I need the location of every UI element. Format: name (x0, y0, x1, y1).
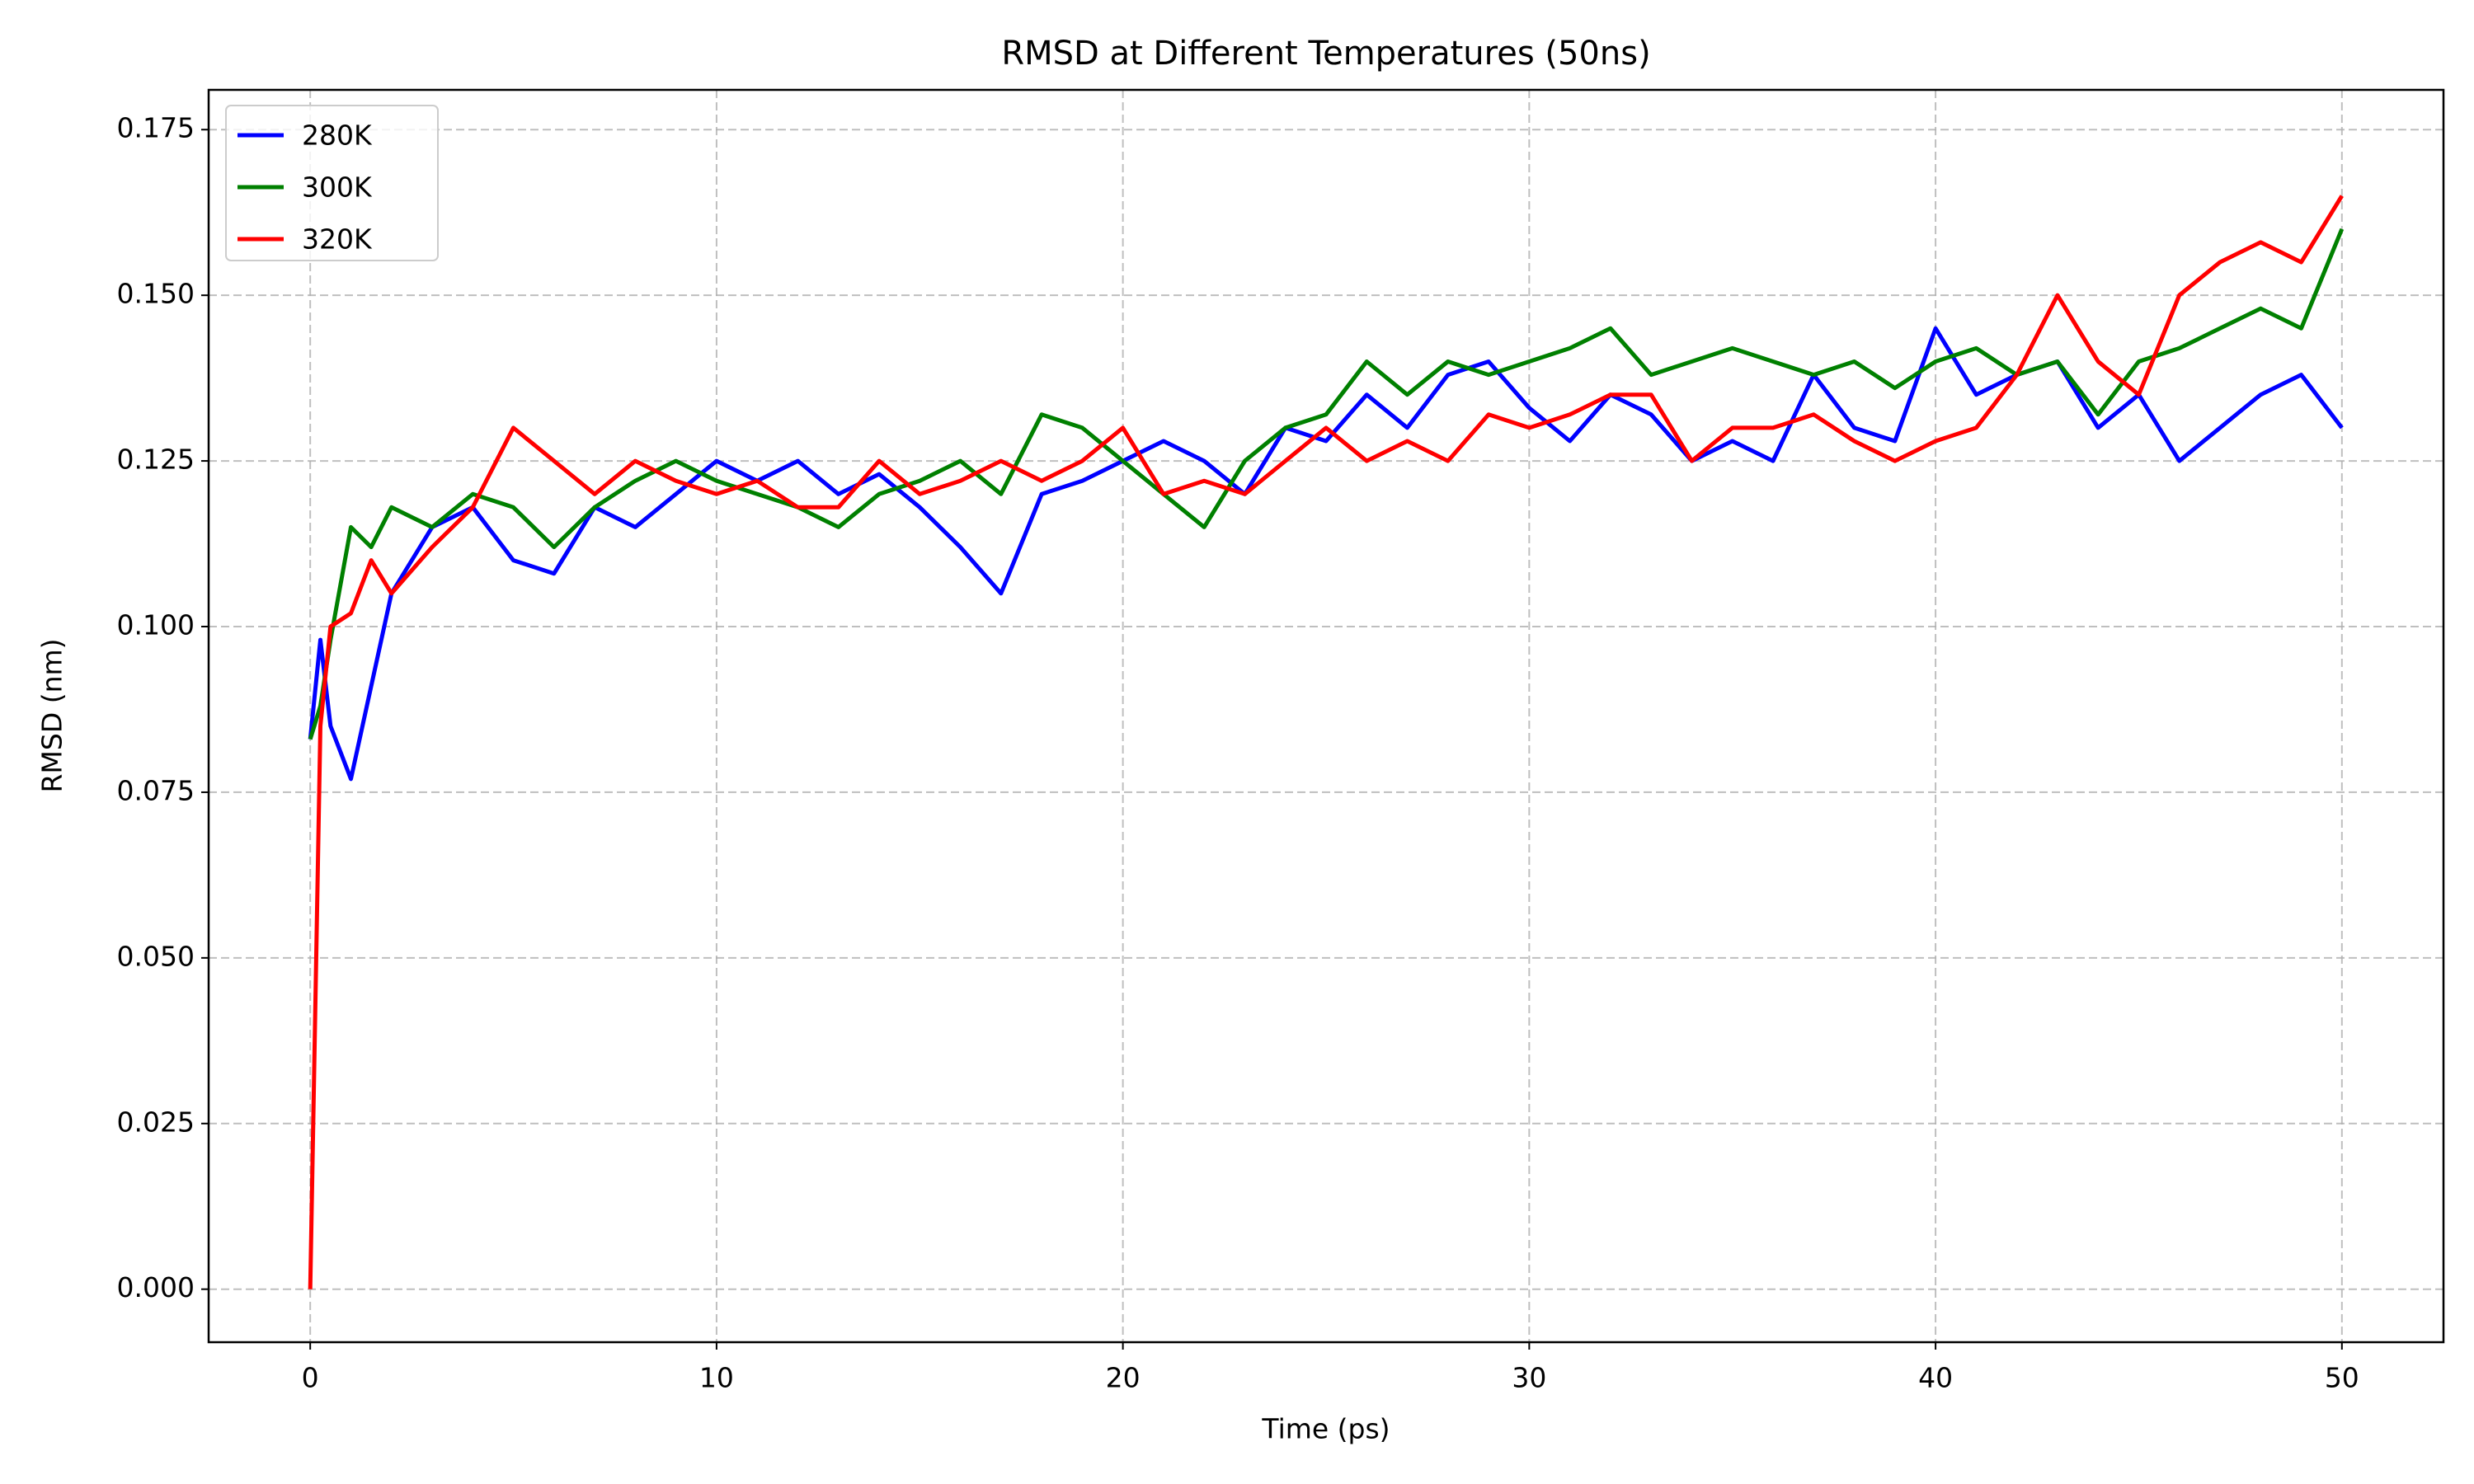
plot-frame (207, 88, 2445, 1344)
y-tick-label: 0.100 (117, 609, 195, 641)
x-tick-label: 50 (2325, 1362, 2359, 1394)
y-tick-label: 0.075 (117, 774, 195, 806)
legend-label: 320K (302, 223, 373, 256)
y-tick-label: 0.175 (117, 112, 195, 144)
y-tick-label: 0.000 (117, 1271, 195, 1303)
y-axis-label: RMSD (nm) (36, 638, 68, 792)
chart-title: RMSD at Different Temperatures (50ns) (1001, 35, 1650, 73)
legend-box (225, 105, 439, 261)
series-line (308, 195, 2344, 1289)
series-line (308, 228, 2345, 740)
x-tick-label: 20 (1106, 1362, 1141, 1394)
y-tick-label: 0.150 (117, 278, 195, 310)
x-tick-label: 30 (1512, 1362, 1546, 1394)
x-axis-label: Time (ps) (1261, 1413, 1390, 1445)
x-tick-label: 10 (699, 1362, 734, 1394)
x-tick-label: 0 (302, 1362, 319, 1394)
legend-label: 280K (302, 120, 373, 152)
series-line (308, 326, 2344, 782)
legend-label: 300K (302, 171, 373, 204)
y-tick-label: 0.050 (117, 940, 195, 972)
y-tick-label: 0.125 (117, 444, 195, 476)
y-tick-label: 0.025 (117, 1106, 195, 1138)
x-tick-label: 40 (1918, 1362, 1953, 1394)
